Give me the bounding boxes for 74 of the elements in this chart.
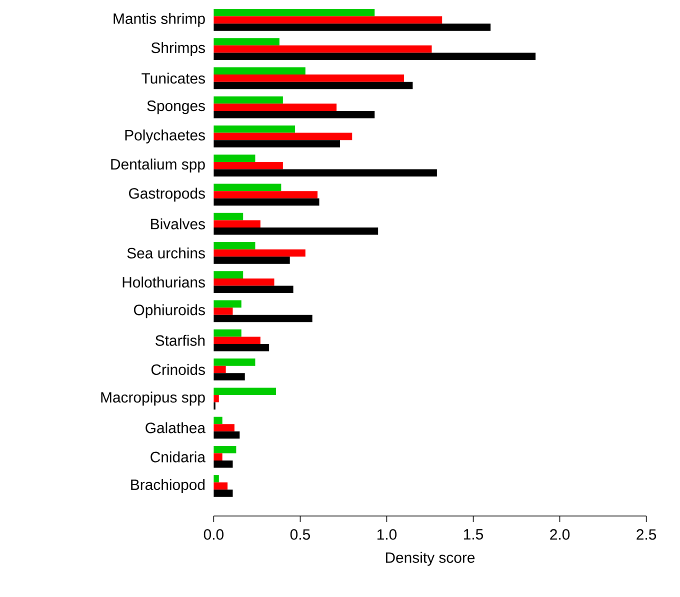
x-tick-label: 0.5 xyxy=(290,529,310,540)
bar xyxy=(214,45,432,53)
y-tick-label: Brachiopod xyxy=(131,479,205,493)
bar xyxy=(214,308,233,315)
bar xyxy=(214,9,375,16)
bar xyxy=(214,358,256,366)
bar xyxy=(214,314,312,322)
y-tick-label: Gastropods xyxy=(129,188,205,202)
x-axis-title: Density score xyxy=(386,552,475,566)
x-tick-label: 1.5 xyxy=(464,529,484,540)
bar xyxy=(214,140,340,148)
y-tick-label: Crinoids xyxy=(151,364,205,375)
bar xyxy=(214,249,306,257)
bar xyxy=(214,482,228,490)
bar xyxy=(214,67,306,75)
bar xyxy=(214,424,234,432)
bar xyxy=(214,184,282,192)
x-tick-label: 0.0 xyxy=(204,529,224,540)
bar xyxy=(214,82,413,90)
bar xyxy=(214,96,283,104)
bar xyxy=(214,366,226,374)
bar xyxy=(214,329,242,337)
bar xyxy=(214,162,283,170)
bar xyxy=(214,431,240,439)
bar xyxy=(214,446,236,454)
bar xyxy=(214,132,352,140)
bar xyxy=(214,344,270,352)
bar xyxy=(214,220,260,228)
bar xyxy=(214,453,222,461)
bar xyxy=(214,256,290,264)
bar xyxy=(214,300,242,308)
bar xyxy=(214,475,219,482)
bar xyxy=(214,394,219,402)
bar xyxy=(214,198,320,206)
bar xyxy=(214,490,233,497)
bar xyxy=(214,104,337,111)
bar xyxy=(214,110,375,118)
bar xyxy=(214,278,274,286)
y-tick-label: Sea urchins xyxy=(127,247,205,258)
bar xyxy=(214,126,296,133)
bar xyxy=(214,154,256,162)
y-tick-label: Shrimps xyxy=(151,42,205,56)
bar xyxy=(214,16,442,24)
bar xyxy=(214,388,276,395)
bar xyxy=(214,74,404,82)
bar xyxy=(214,336,260,344)
y-tick-label: Cnidaria xyxy=(150,451,206,462)
y-tick-label: Mantis shrimp xyxy=(114,12,205,27)
x-tick-label: 2.5 xyxy=(636,529,656,540)
y-tick-label: Tunicates xyxy=(142,72,205,84)
y-tick-label: Galathea xyxy=(146,422,206,434)
y-tick-label: Ophiuroids xyxy=(134,304,205,318)
y-tick-label: Holothurians xyxy=(122,276,205,288)
y-tick-label: Macropipus spp xyxy=(101,392,205,406)
bar xyxy=(214,191,318,198)
bar xyxy=(214,52,536,60)
bar xyxy=(214,38,280,46)
y-tick-label: Sponges xyxy=(147,100,205,114)
bar xyxy=(214,169,437,177)
x-tick-label: 1.0 xyxy=(377,529,397,540)
y-tick-label: Starfish xyxy=(156,334,205,346)
bar xyxy=(214,212,244,220)
bar xyxy=(214,271,244,278)
y-tick-label: Bivalves xyxy=(151,218,205,230)
bar xyxy=(214,286,294,294)
bar xyxy=(214,24,491,31)
y-tick-label: Polychaetes xyxy=(125,129,205,144)
bar xyxy=(214,416,222,424)
x-tick-label: 2.0 xyxy=(550,529,570,540)
bar xyxy=(214,242,256,250)
y-tick-label: Dentalium spp xyxy=(111,158,205,173)
bar xyxy=(214,373,245,380)
bar xyxy=(214,227,378,235)
bar xyxy=(214,460,233,468)
